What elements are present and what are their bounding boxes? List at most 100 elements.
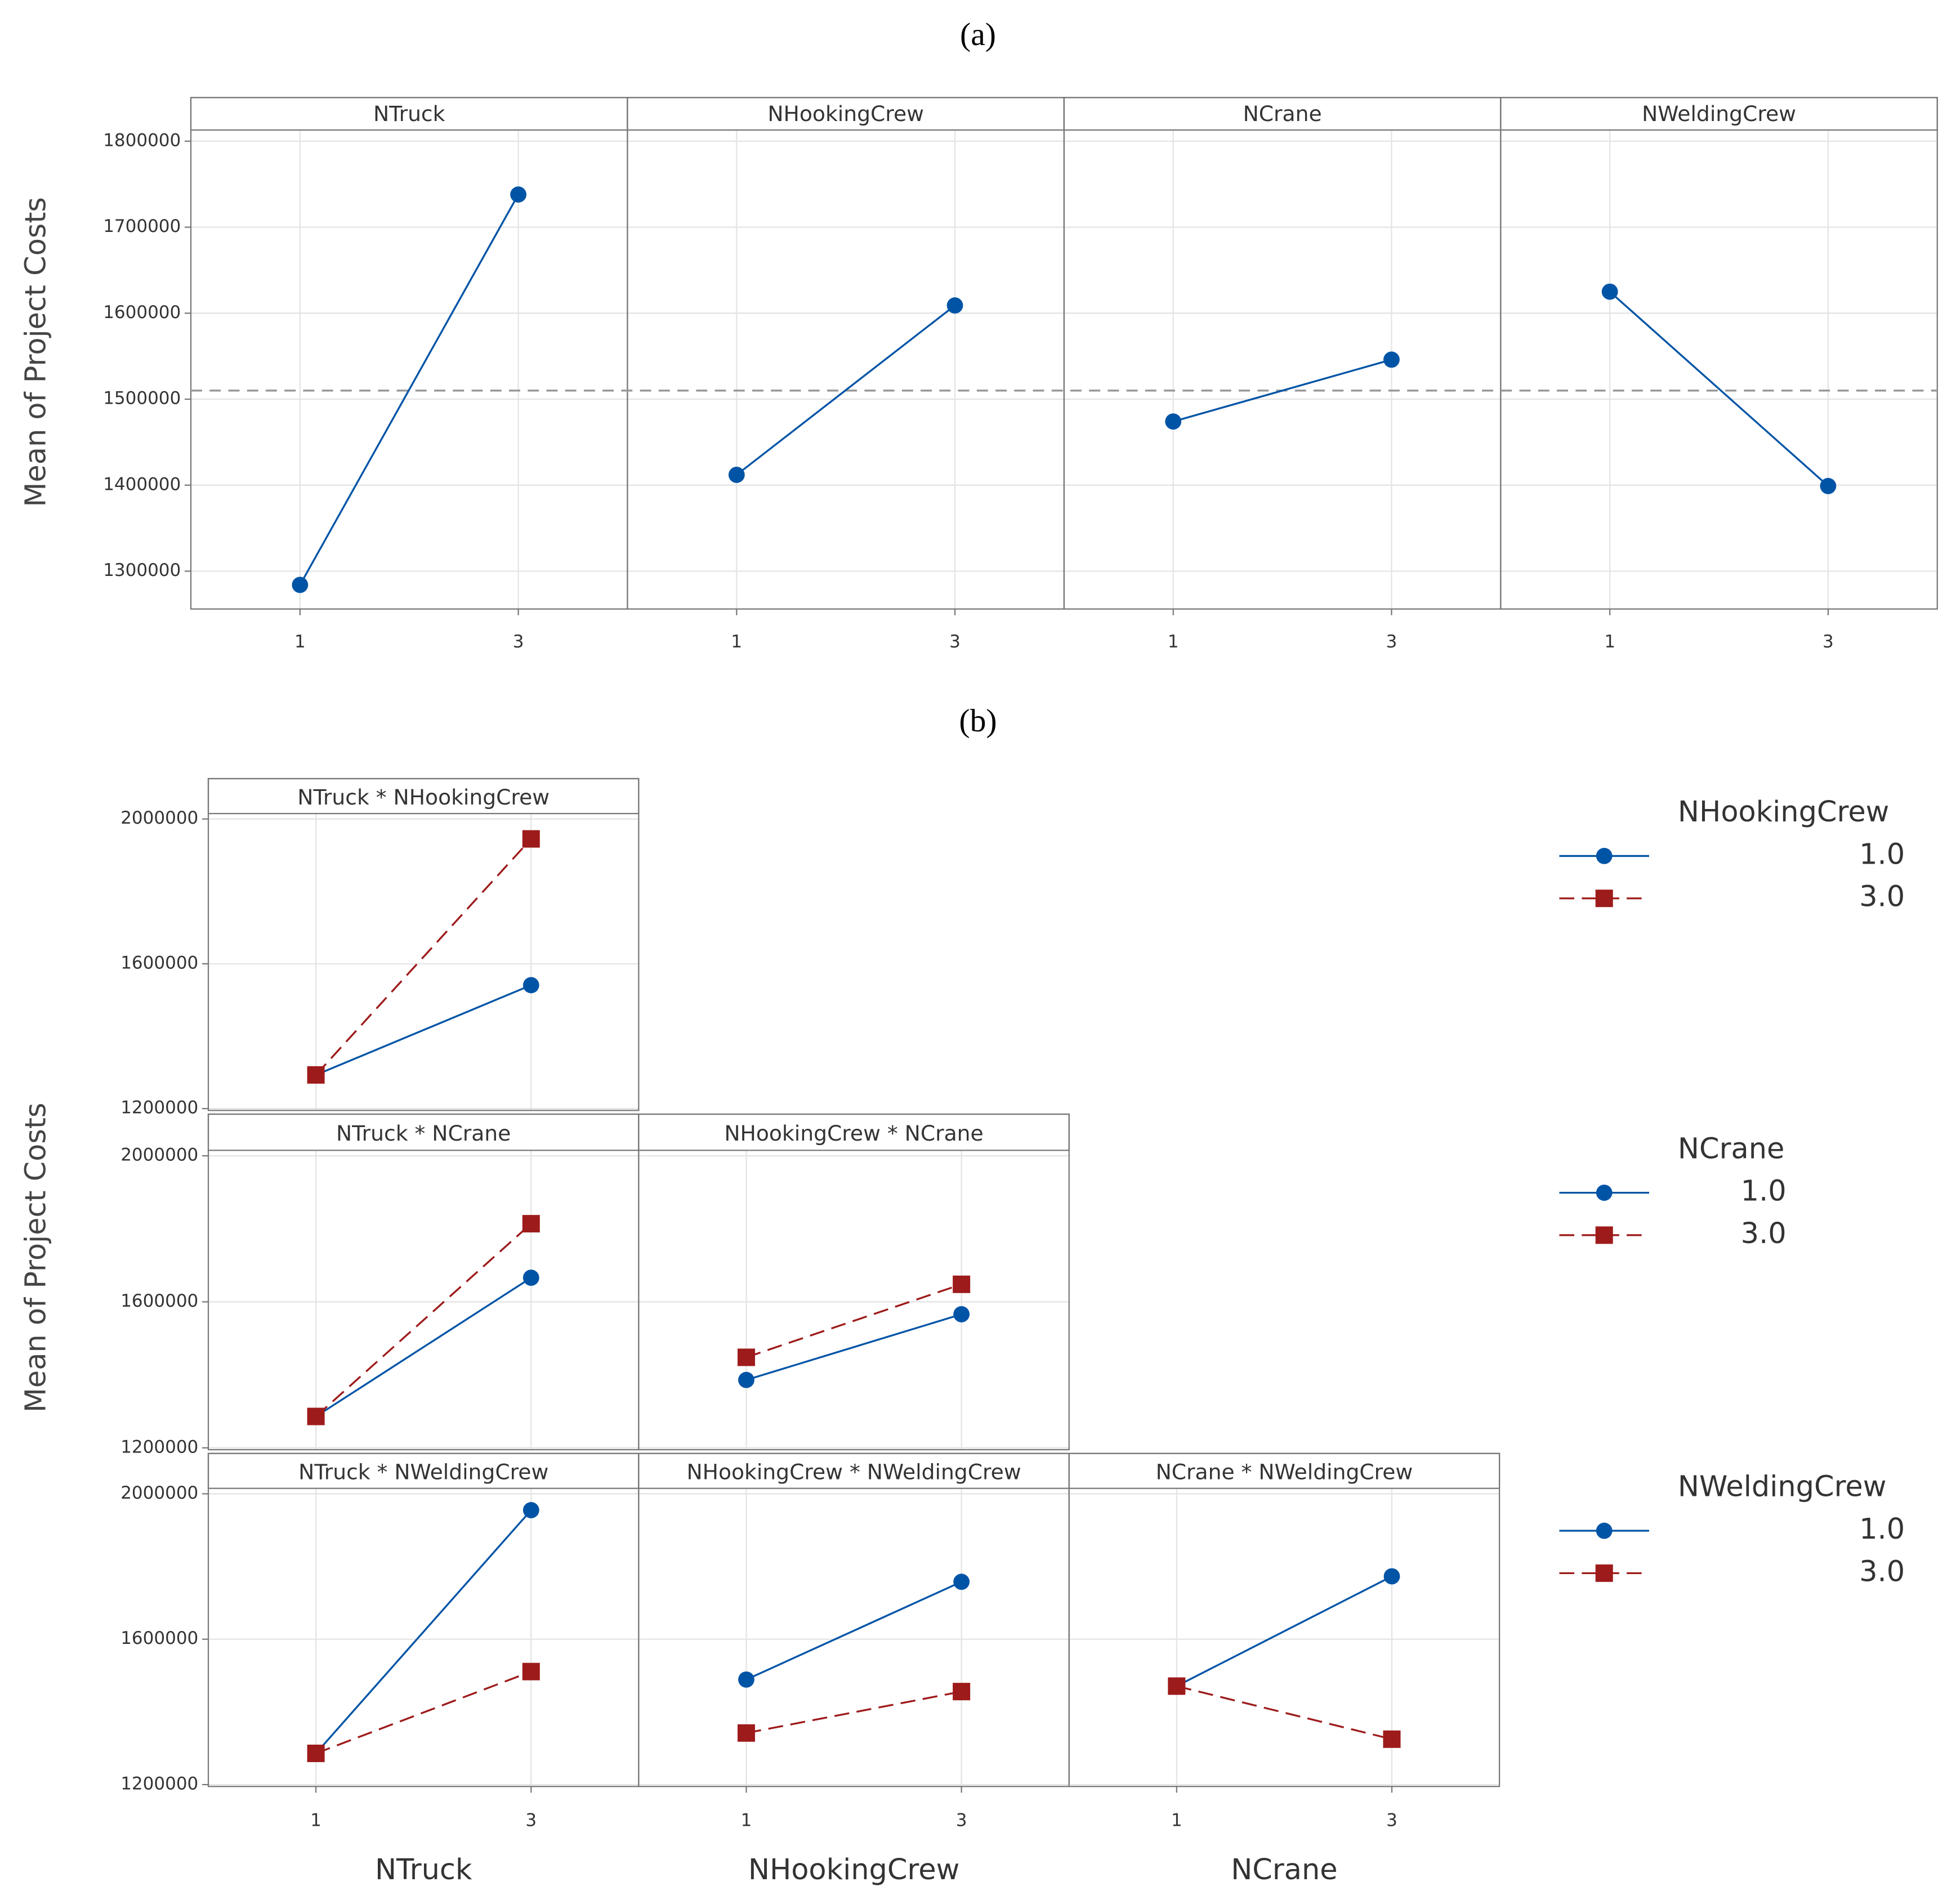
data-point	[1168, 1677, 1186, 1695]
panel-frame	[207, 777, 640, 1111]
legend-title: NCrane	[1678, 1132, 1784, 1165]
data-point	[522, 1662, 540, 1680]
data-point	[953, 1683, 971, 1701]
data-point	[737, 1724, 755, 1742]
data-point	[307, 1744, 325, 1762]
series-line	[745, 1581, 962, 1680]
series-line	[315, 1509, 532, 1754]
chart-title: (b)	[959, 703, 997, 739]
series-line	[1176, 1685, 1392, 1740]
y-tick-label: 1800000	[103, 130, 181, 150]
data-point	[307, 1066, 325, 1084]
data-point	[523, 1270, 539, 1286]
data-point	[522, 830, 540, 848]
data-point	[292, 576, 309, 593]
panel-frame	[638, 1113, 1070, 1451]
panel-frame	[1500, 97, 1938, 610]
x-axis-label: NHookingCrew	[748, 1853, 959, 1887]
series-line	[299, 194, 520, 585]
data-point	[737, 1348, 755, 1366]
legend-title: NWeldingCrew	[1678, 1471, 1886, 1504]
legend-label: 1.0	[1859, 1513, 1905, 1546]
panel-header	[207, 777, 640, 815]
y-tick-label: 1300000	[103, 560, 181, 580]
y-tick-label: 2000000	[120, 1483, 198, 1503]
data-point	[523, 1502, 539, 1518]
panel-title: NTruck * NWeldingCrew	[298, 1460, 548, 1485]
series-line	[315, 838, 532, 1076]
data-point	[738, 1371, 754, 1388]
x-tick-label: 1	[310, 1811, 321, 1831]
legend-label: 1.0	[1741, 1175, 1787, 1208]
panel-title: NTruck * NCrane	[336, 1121, 511, 1146]
data-point	[1820, 477, 1837, 494]
series-line	[1173, 359, 1392, 423]
series-line	[745, 1313, 962, 1381]
legend-marker	[1596, 848, 1613, 864]
panel-title: NHookingCrew * NCrane	[724, 1121, 983, 1146]
data-point	[728, 467, 745, 483]
data-point	[738, 1671, 754, 1688]
series-line	[315, 1670, 532, 1754]
panel-title: NCrane	[1243, 101, 1322, 126]
data-point	[1165, 413, 1182, 430]
legend-marker	[1596, 1185, 1613, 1201]
panel-title: NHookingCrew	[767, 101, 924, 126]
data-point	[522, 1215, 540, 1233]
x-axis-label: NTruck	[375, 1853, 472, 1887]
y-tick-label: 1600000	[103, 302, 181, 323]
data-point	[953, 1306, 970, 1322]
y-tick-label: 1600000	[120, 953, 198, 973]
panel-title: NHookingCrew * NWeldingCrew	[686, 1460, 1021, 1485]
y-tick-label: 1600000	[120, 1291, 198, 1311]
legend-marker	[1595, 890, 1613, 908]
panel-header	[638, 1113, 1070, 1151]
x-tick-label: 1	[741, 1811, 752, 1831]
legend-label: 3.0	[1859, 881, 1905, 914]
x-tick-label: 3	[1386, 632, 1397, 652]
x-tick-label: 1	[1604, 632, 1615, 652]
panel-header	[638, 1452, 1070, 1489]
panel-title: NTruck * NHookingCrew	[297, 785, 550, 810]
y-tick-label: 1700000	[103, 216, 181, 236]
y-tick-label: 1400000	[103, 474, 181, 494]
series-line	[315, 984, 532, 1076]
panel-header	[207, 1113, 640, 1151]
series-line	[1176, 1575, 1392, 1687]
y-tick-label: 1200000	[120, 1773, 198, 1794]
x-tick-label: 3	[949, 632, 961, 652]
data-point	[1601, 283, 1618, 300]
y-axis-label: Mean of Project Costs	[19, 197, 52, 507]
y-tick-label: 2000000	[120, 1145, 198, 1165]
legend-marker	[1595, 1564, 1613, 1582]
legend-marker	[1596, 1522, 1613, 1539]
data-point	[1383, 1568, 1400, 1585]
data-point	[510, 186, 526, 203]
series-line	[315, 1277, 532, 1418]
y-tick-label: 1600000	[120, 1628, 198, 1648]
x-tick-label: 3	[956, 1811, 967, 1831]
x-tick-label: 1	[294, 632, 306, 652]
data-point	[1383, 1730, 1401, 1748]
data-point	[953, 1574, 970, 1590]
panel-title: NWeldingCrew	[1642, 101, 1796, 126]
data-point	[953, 1275, 971, 1293]
panel-header	[190, 97, 628, 131]
data-point	[946, 297, 963, 314]
panel-header	[1500, 97, 1938, 131]
data-point	[523, 977, 539, 994]
legend-label: 3.0	[1741, 1217, 1787, 1250]
legend-label: 1.0	[1859, 838, 1905, 871]
legend-marker	[1595, 1226, 1613, 1244]
x-tick-label: 1	[1168, 632, 1179, 652]
x-tick-label: 3	[1823, 632, 1834, 652]
legend-title: NHookingCrew	[1678, 795, 1889, 829]
x-tick-label: 3	[1386, 1811, 1397, 1831]
panel-frame	[1068, 1452, 1501, 1787]
y-tick-label: 2000000	[120, 808, 198, 828]
y-axis-label: Mean of Project Costs	[19, 1103, 52, 1413]
series-line	[746, 1691, 962, 1734]
data-point	[307, 1407, 325, 1425]
